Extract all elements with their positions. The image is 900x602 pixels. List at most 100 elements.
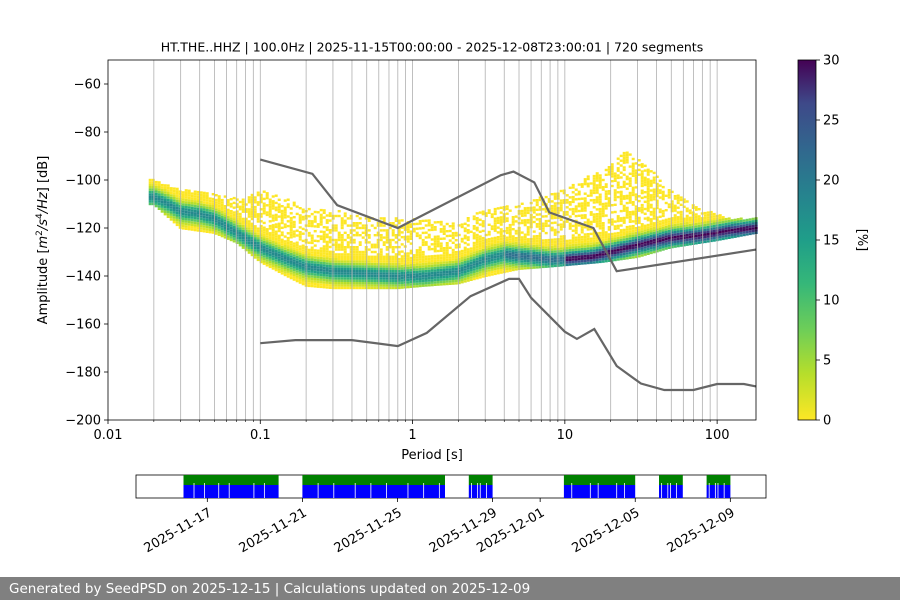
- psd-cell: [220, 198, 224, 202]
- psd-cell: [664, 194, 668, 197]
- psd-cell: [232, 237, 236, 241]
- psd-cell: [265, 252, 269, 255]
- psd-cell: [292, 204, 296, 207]
- psd-cell: [289, 274, 293, 277]
- psd-cell: [235, 232, 239, 235]
- psd-cell: [550, 193, 554, 196]
- psd-cell: [643, 169, 647, 172]
- psd-cell: [526, 206, 530, 210]
- psd-cell: [340, 253, 344, 256]
- psd-cell: [733, 221, 737, 224]
- psd-cell: [586, 247, 590, 250]
- psd-cell: [640, 247, 644, 250]
- psd-cell: [307, 267, 311, 271]
- psd-cell: [319, 259, 323, 262]
- psd-cell: [634, 179, 638, 182]
- psd-cell: [586, 223, 590, 226]
- psd-cell: [298, 226, 302, 229]
- psd-cell: [349, 260, 353, 263]
- psd-cell: [250, 229, 254, 233]
- psd-cell: [292, 276, 296, 279]
- psd-cell: [181, 198, 185, 201]
- psd-cell: [388, 272, 392, 275]
- psd-cell: [568, 239, 572, 242]
- psd-cell: [565, 251, 569, 255]
- psd-cell: [670, 190, 674, 194]
- psd-cell: [736, 220, 740, 223]
- psd-cell: [361, 255, 365, 258]
- psd-cell: [553, 250, 557, 253]
- period-gridlines: [153, 60, 718, 420]
- psd-cell: [319, 223, 323, 226]
- psd-cell: [616, 219, 620, 223]
- psd-cell: [469, 230, 473, 233]
- psd-cell: [277, 198, 281, 201]
- psd-cell: [613, 249, 617, 252]
- psd-cell: [184, 196, 188, 199]
- psd-cell: [166, 213, 170, 216]
- psd-cell: [205, 221, 209, 224]
- psd-cell: [250, 244, 254, 247]
- psd-cell: [352, 265, 356, 268]
- psd-cell: [271, 238, 275, 241]
- psd-cell: [487, 238, 491, 241]
- psd-cell: [616, 246, 620, 249]
- psd-cell: [292, 268, 296, 272]
- psd-cell: [433, 264, 437, 267]
- psd-cell: [607, 166, 611, 169]
- psd-cell: [436, 273, 440, 277]
- psd-cell: [220, 203, 224, 207]
- psd-cell: [637, 207, 641, 210]
- psd-cell: [589, 242, 593, 245]
- psd-cell: [598, 207, 602, 211]
- psd-cell: [148, 202, 152, 206]
- psd-cell: [583, 209, 587, 212]
- psd-cell: [670, 229, 674, 232]
- psd-cell: [511, 249, 515, 252]
- psd-cell: [436, 242, 440, 245]
- psd-cell: [442, 259, 446, 262]
- psd-cell: [706, 228, 710, 231]
- psd-cell: [319, 285, 323, 289]
- psd-cell: [586, 228, 590, 231]
- psd-cell: [523, 264, 527, 268]
- psd-cell: [622, 180, 626, 184]
- psd-cell: [361, 226, 365, 230]
- psd-cell: [682, 232, 686, 235]
- psd-cell: [670, 202, 674, 206]
- psd-cell: [628, 201, 632, 204]
- psd-cell: [634, 169, 638, 172]
- psd-cell: [457, 224, 461, 227]
- psd-cell: [664, 235, 668, 238]
- psd-cell: [577, 214, 581, 217]
- psd-cell: [235, 229, 239, 232]
- psd-cell: [220, 230, 224, 233]
- psd-cell: [559, 189, 563, 193]
- psd-cell: [295, 272, 299, 276]
- psd-cell: [364, 282, 368, 285]
- psd-cell: [292, 235, 296, 238]
- psd-cell: [412, 256, 416, 259]
- psd-cell: [427, 233, 431, 237]
- psd-cell: [727, 224, 731, 227]
- psd-cell: [469, 252, 473, 255]
- psd-cell: [577, 257, 581, 261]
- psd-cell: [613, 242, 617, 245]
- psd-cell: [271, 200, 275, 203]
- psd-cell: [580, 197, 584, 200]
- psd-cell: [238, 215, 242, 218]
- psd-cell: [439, 273, 443, 276]
- psd-cell: [520, 219, 524, 222]
- psd-cell: [574, 238, 578, 242]
- psd-cell: [190, 192, 194, 195]
- psd-cell: [583, 233, 587, 236]
- psd-cell: [496, 226, 500, 229]
- psd-cell: [226, 211, 230, 214]
- psd-cell: [475, 236, 479, 239]
- psd-cell: [472, 275, 476, 278]
- psd-cell: [634, 229, 638, 232]
- psd-cell: [280, 245, 284, 249]
- psd-cell: [520, 236, 524, 239]
- psd-cell: [295, 265, 299, 268]
- psd-cell: [343, 250, 347, 254]
